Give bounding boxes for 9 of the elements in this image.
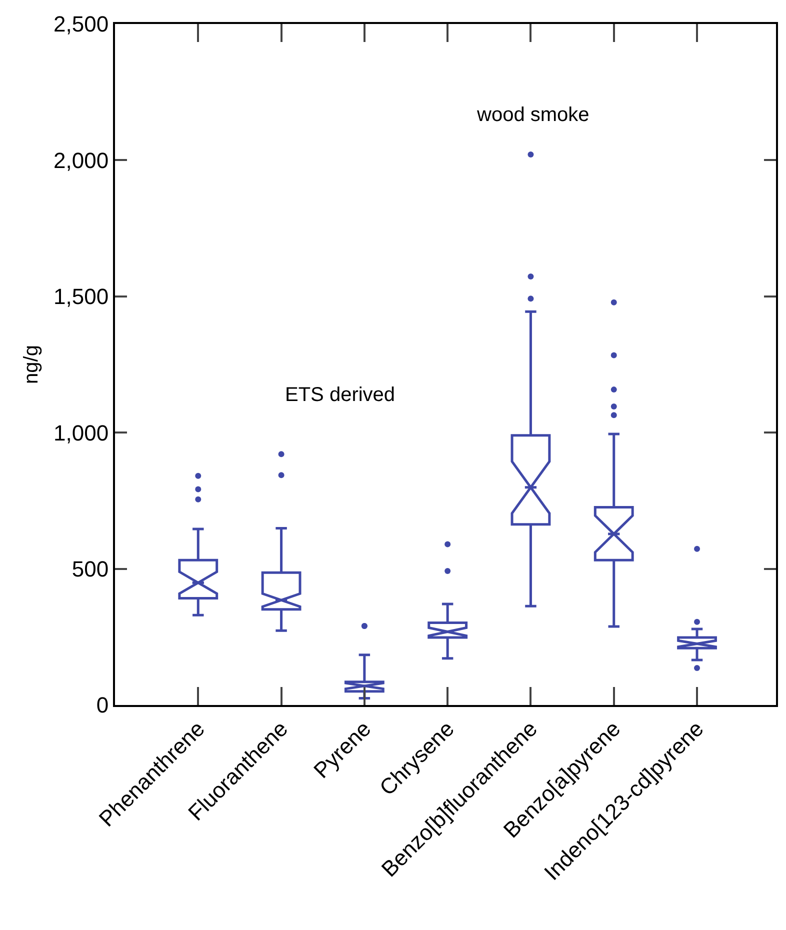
y-tick-label: 2,500 xyxy=(54,12,109,37)
y-tick-label: 1,000 xyxy=(54,420,109,446)
y-axis-title: ng/g xyxy=(20,345,43,384)
y-tick-label: 2,000 xyxy=(54,148,109,173)
y-tick-label: 1,500 xyxy=(54,284,109,310)
y-tick-label: 0 xyxy=(96,692,109,718)
y-tick-label: 500 xyxy=(72,556,109,582)
annotation: wood smoke xyxy=(476,104,590,126)
annotation: ETS derived xyxy=(285,384,396,406)
